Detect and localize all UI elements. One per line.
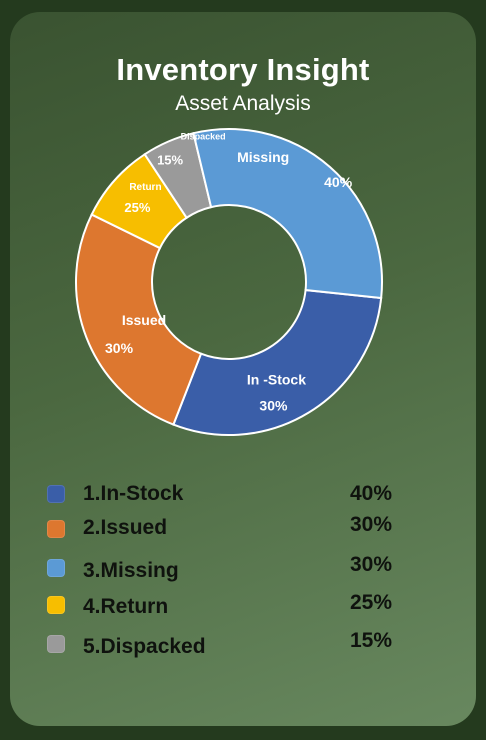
chart-subtitle: Asset Analysis: [175, 92, 311, 115]
legend-label-missing: 3.Missing: [83, 559, 179, 582]
slice-name-dispacked: Dispacked: [181, 132, 226, 142]
legend-value-in-stock: 40%: [350, 482, 393, 505]
slice-value-dispacked: 15%: [157, 153, 183, 168]
legend-value-issued: 30%: [350, 513, 393, 536]
legend-item-return: 4.Return 25%: [0, 591, 486, 623]
legend-label-issued: 2.Issued: [83, 516, 168, 539]
chart-title: Inventory Insight: [116, 52, 370, 87]
legend-label-return: 4.Return: [83, 595, 169, 618]
slice-name-missing: Missing: [237, 149, 289, 165]
slice-missing: [192, 128, 383, 300]
slice-value-in-stock: 30%: [259, 397, 288, 413]
donut-chart: In -Stock 30% Issued 30% Return 25% Dispacked 1…: [75, 128, 383, 436]
slice-name-in-stock: In -Stock: [247, 371, 306, 387]
legend-swatch-in-stock: [47, 485, 65, 503]
slice-issued: [75, 213, 203, 426]
slice-name-issued: Issued: [122, 312, 166, 328]
legend-value-missing: 30%: [350, 553, 393, 576]
slice-value-return: 25%: [124, 200, 150, 215]
legend-item-dispacked: 5.Dispacked 15%: [0, 629, 486, 663]
legend-label-dispacked: 5.Dispacked: [83, 635, 206, 658]
legend-swatch-dispacked: [47, 635, 65, 653]
legend-item-in-stock: 1.In-Stock 40%: [0, 480, 486, 510]
slice-value-missing: 40%: [324, 174, 353, 190]
legend-swatch-missing: [47, 559, 65, 577]
legend-value-dispacked: 15%: [350, 629, 393, 652]
legend-item-issued: 2.Issued 30%: [0, 513, 486, 544]
legend-value-return: 25%: [350, 591, 393, 614]
legend-swatch-return: [47, 596, 65, 614]
legend-item-missing: 3.Missing 30%: [0, 553, 486, 587]
legend-swatch-issued: [47, 520, 65, 538]
slice-name-return: Return: [129, 182, 161, 193]
slice-in-stock: [172, 288, 383, 436]
legend-label-in-stock: 1.In-Stock: [83, 482, 184, 505]
slice-value-issued: 30%: [105, 340, 134, 356]
